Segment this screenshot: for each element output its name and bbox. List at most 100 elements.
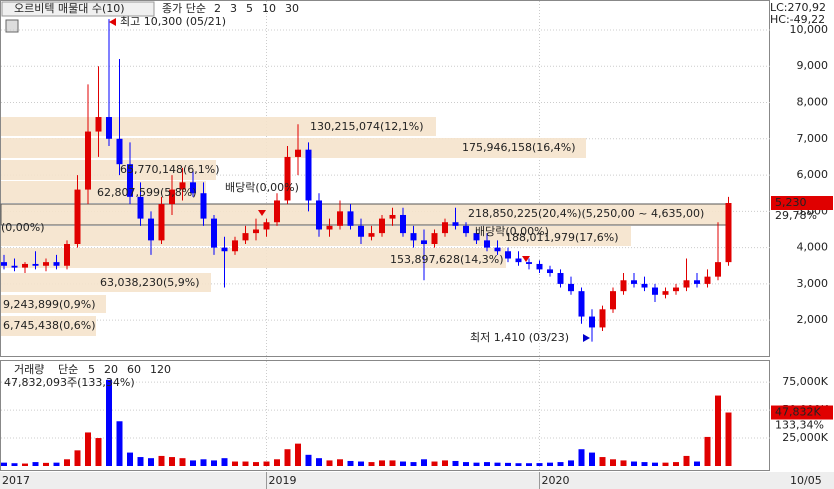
y-tick-label: 8,000 (797, 96, 829, 109)
volume-bar (421, 459, 427, 466)
candle-body (673, 287, 679, 292)
y-tick-label: 2,000 (797, 313, 829, 326)
candle-body (274, 200, 280, 223)
volume-profile-band (1, 316, 96, 336)
y-tick-label: 3,000 (797, 277, 829, 290)
annotation: 188,011,979(17,6%) (505, 231, 619, 244)
annotation: 175,946,158(16,4%) (462, 141, 576, 154)
volume-bar (43, 462, 49, 466)
volume-bar (127, 452, 133, 466)
volume-bar (148, 458, 154, 466)
annotation: 65,770,148(6,1%) (120, 163, 220, 176)
volume-profile-band (1, 204, 731, 225)
price-panel (0, 0, 770, 357)
y-tick-label: 4,000 (797, 241, 829, 254)
candle-body (515, 258, 522, 263)
candle-body (106, 117, 112, 139)
candle-body (526, 262, 532, 264)
volume-bar (568, 460, 574, 466)
volume-tag-label: 47,832K (775, 406, 821, 419)
candle-body (557, 273, 564, 284)
annotation: 63,038,230(5,9%) (100, 276, 200, 289)
candle-body (32, 263, 39, 266)
dividend-marker (258, 210, 266, 216)
volume-ma-period: 20 (104, 363, 118, 376)
candle-body (242, 233, 249, 241)
volume-bar (347, 460, 354, 466)
volume-bar (725, 412, 732, 466)
candle-body (400, 214, 406, 234)
volume-title: 거래량 (14, 363, 44, 376)
candle-body (368, 233, 375, 237)
volume-bar (53, 462, 60, 466)
candle-body (494, 247, 501, 252)
volume-profile-band (1, 160, 216, 180)
candle-body (358, 225, 364, 237)
low-arrow (583, 334, 590, 342)
volume-bar (578, 449, 585, 466)
candle-body (127, 164, 133, 197)
candle-body (74, 189, 81, 244)
volume-bar (505, 462, 511, 466)
candle-body (641, 283, 648, 288)
volume-bar (242, 461, 249, 466)
volume-bar (1, 462, 7, 466)
hc-label: HC:-49,22 (770, 13, 825, 26)
candle-body (568, 283, 574, 292)
volume-bar (158, 455, 165, 466)
x-tick-label: 2019 (269, 474, 297, 487)
volume-bar (536, 463, 543, 466)
candle-body (473, 233, 480, 241)
candle-body (22, 263, 28, 268)
settings-button[interactable] (5, 19, 19, 33)
ma-period: 2 (214, 2, 221, 15)
volume-bar (232, 461, 238, 466)
candle-body (505, 251, 511, 259)
candle-body (148, 218, 154, 241)
volume-bar (431, 461, 438, 466)
candle-body (295, 149, 301, 157)
candle-body (694, 280, 700, 284)
volume-bar (662, 462, 669, 466)
candle-body (53, 262, 60, 266)
candle-body (43, 262, 49, 266)
annotation: 62,807,599(5,8%) (97, 186, 197, 199)
annotation: 6,745,438(0,6%) (3, 319, 96, 332)
candle-body (704, 276, 711, 284)
y-tick-label: 10,000 (790, 23, 829, 36)
volume-bar (673, 462, 679, 466)
volume-bar (683, 455, 690, 466)
y-tick-label: 7,000 (797, 132, 829, 145)
candle-body (442, 222, 448, 234)
candle-body (547, 269, 553, 274)
annotation: 최저 1,410 (03/23) (470, 331, 569, 344)
lc-label: LC:270,92 (770, 1, 826, 14)
candle-body (610, 291, 616, 310)
candle-body (536, 263, 543, 270)
candle-body (463, 225, 469, 234)
candle-body (1, 262, 7, 266)
candle-body (263, 222, 270, 230)
candle-body (421, 240, 427, 244)
y-tick-label: 6,000 (797, 168, 829, 181)
candle-body (211, 218, 217, 248)
volume-bar (85, 432, 91, 466)
volume-bar (610, 459, 616, 466)
end-date: 10/05 (790, 474, 822, 487)
volume-bar (641, 462, 648, 466)
volume-bar (253, 462, 259, 466)
volume-bar (116, 421, 123, 466)
volume-bar (652, 462, 658, 466)
volume-bar (64, 459, 70, 466)
volume-bar (515, 463, 522, 466)
volume-bar (694, 461, 700, 466)
candle-body (64, 243, 70, 266)
candle-body (179, 182, 186, 190)
volume-profile-band (1, 295, 106, 313)
price-tag (771, 196, 833, 211)
title-box (1, 1, 155, 17)
volume-bar (599, 457, 606, 466)
candle-body (232, 240, 238, 252)
volume-bar (32, 462, 39, 466)
annotation: 배당락(0,00%) (475, 225, 549, 238)
